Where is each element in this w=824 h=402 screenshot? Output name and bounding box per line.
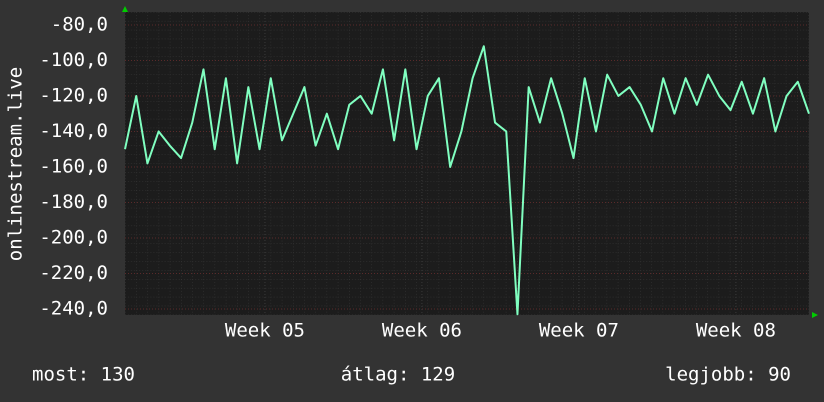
y-tick-label: -120,0 [39,84,108,106]
y-tick-label: -140,0 [39,120,108,142]
y-tick-label: -100,0 [39,49,108,71]
x-arrow [812,312,818,318]
y-tick-label: -220,0 [39,262,108,284]
y-tick-label: -80,0 [51,13,108,35]
minor-grid [125,12,809,315]
plot [124,45,810,316]
footer-now: most: 130 [32,364,135,386]
y-tick-label: -240,0 [39,297,108,319]
y-tick-label: -160,0 [39,155,108,177]
x-tick-label: Week 06 [382,320,462,342]
x-tick-label: Week 05 [225,320,305,342]
y-arrow [122,6,128,12]
x-tick-label: Week 07 [539,320,619,342]
line-series [124,45,810,316]
footer-average: átlag: 129 [341,364,455,386]
y-tick-label: -180,0 [39,191,108,213]
y-axis-label: onlinestream.live [5,67,27,261]
grid [125,12,809,315]
x-tick-label: Week 08 [696,320,776,342]
y-tick-label: -200,0 [39,226,108,248]
footer-max: legjobb: 90 [665,364,791,386]
